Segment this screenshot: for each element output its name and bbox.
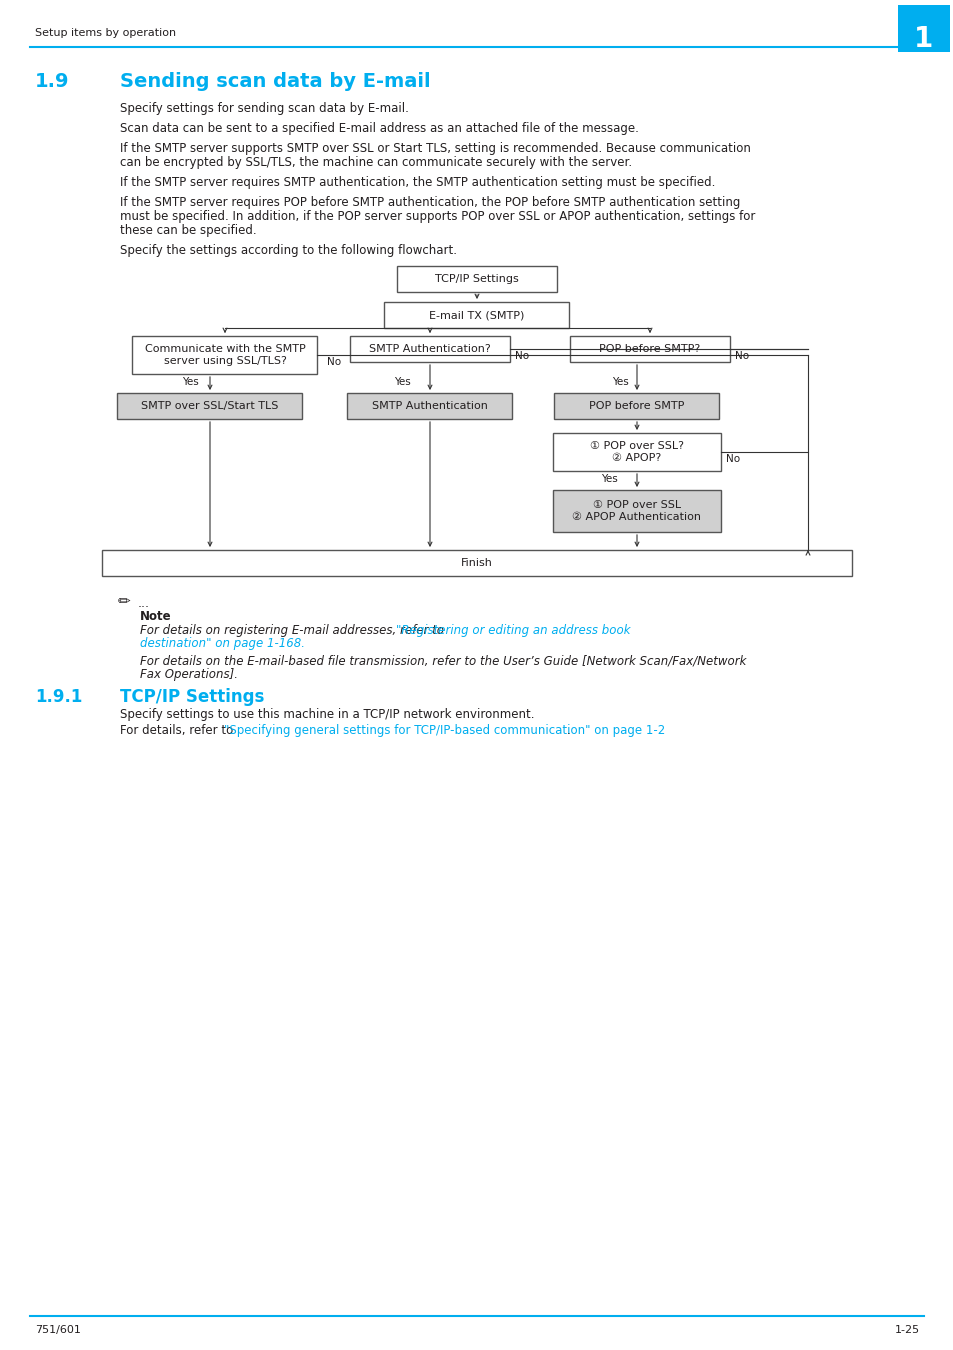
Bar (132, 336, 317, 374)
Text: .: . (566, 724, 570, 737)
Bar (553, 433, 720, 471)
Text: For details on the E-mail-based file transmission, refer to the User’s Guide [Ne: For details on the E-mail-based file tra… (140, 655, 745, 668)
Text: Finish: Finish (460, 558, 493, 568)
Text: Note: Note (140, 610, 172, 622)
Text: For details, refer to: For details, refer to (120, 724, 236, 737)
Bar (569, 336, 729, 362)
Text: Yes: Yes (611, 377, 628, 387)
Text: No: No (515, 351, 529, 360)
Text: If the SMTP server requires SMTP authentication, the SMTP authentication setting: If the SMTP server requires SMTP authent… (120, 176, 715, 189)
Text: No: No (734, 351, 748, 360)
Text: Sending scan data by E-mail: Sending scan data by E-mail (120, 72, 430, 90)
Bar (396, 266, 557, 292)
Text: SMTP Authentication: SMTP Authentication (372, 401, 487, 410)
Text: POP before SMTP?: POP before SMTP? (598, 344, 700, 354)
Text: Yes: Yes (394, 377, 410, 387)
Text: Specify settings to use this machine in a TCP/IP network environment.: Specify settings to use this machine in … (120, 707, 534, 721)
Bar (897, 5, 949, 53)
Text: ✏: ✏ (118, 594, 131, 609)
Text: If the SMTP server requires POP before SMTP authentication, the POP before SMTP : If the SMTP server requires POP before S… (120, 196, 740, 209)
Text: E-mail TX (SMTP): E-mail TX (SMTP) (429, 310, 524, 320)
Text: ...: ... (138, 597, 150, 610)
Text: Fax Operations].: Fax Operations]. (140, 668, 237, 680)
Text: 751/601: 751/601 (35, 1324, 81, 1335)
Text: Communicate with the SMTP
server using SSL/TLS?: Communicate with the SMTP server using S… (145, 344, 305, 366)
Text: For details on registering E-mail addresses, refer to: For details on registering E-mail addres… (140, 624, 447, 637)
Bar (350, 336, 510, 362)
Text: TCP/IP Settings: TCP/IP Settings (120, 688, 264, 706)
Text: these can be specified.: these can be specified. (120, 224, 256, 238)
Text: "Registering or editing an address book: "Registering or editing an address book (396, 624, 630, 637)
Text: Yes: Yes (600, 474, 617, 485)
Text: Yes: Yes (181, 377, 198, 387)
Text: must be specified. In addition, if the POP server supports POP over SSL or APOP : must be specified. In addition, if the P… (120, 211, 755, 223)
Text: "Specifying general settings for TCP/IP-based communication" on page 1-2: "Specifying general settings for TCP/IP-… (224, 724, 665, 737)
Text: POP before SMTP: POP before SMTP (589, 401, 684, 410)
Text: can be encrypted by SSL/TLS, the machine can communicate securely with the serve: can be encrypted by SSL/TLS, the machine… (120, 157, 632, 169)
Text: No: No (725, 454, 740, 464)
Text: ① POP over SSL?
② APOP?: ① POP over SSL? ② APOP? (589, 441, 683, 463)
Text: 1.9: 1.9 (35, 72, 70, 90)
Text: 1.9.1: 1.9.1 (35, 688, 82, 706)
Bar (117, 393, 302, 418)
Bar (553, 490, 720, 532)
Text: Specify the settings according to the following flowchart.: Specify the settings according to the fo… (120, 244, 456, 256)
Text: SMTP Authentication?: SMTP Authentication? (369, 344, 491, 354)
Text: 1: 1 (913, 26, 933, 53)
Bar (554, 393, 719, 418)
Text: TCP/IP Settings: TCP/IP Settings (435, 274, 518, 284)
Bar (384, 302, 569, 328)
Bar (347, 393, 512, 418)
Text: 1-25: 1-25 (894, 1324, 919, 1335)
Text: No: No (327, 356, 341, 367)
Text: Specify settings for sending scan data by E-mail.: Specify settings for sending scan data b… (120, 103, 409, 115)
Text: Scan data can be sent to a specified E-mail address as an attached file of the m: Scan data can be sent to a specified E-m… (120, 122, 639, 135)
Bar (102, 549, 851, 576)
Text: destination" on page 1-168.: destination" on page 1-168. (140, 637, 305, 649)
Text: ① POP over SSL
② APOP Authentication: ① POP over SSL ② APOP Authentication (572, 501, 700, 522)
Text: Setup items by operation: Setup items by operation (35, 28, 176, 38)
Text: If the SMTP server supports SMTP over SSL or Start TLS, setting is recommended. : If the SMTP server supports SMTP over SS… (120, 142, 750, 155)
Text: SMTP over SSL/Start TLS: SMTP over SSL/Start TLS (141, 401, 278, 410)
